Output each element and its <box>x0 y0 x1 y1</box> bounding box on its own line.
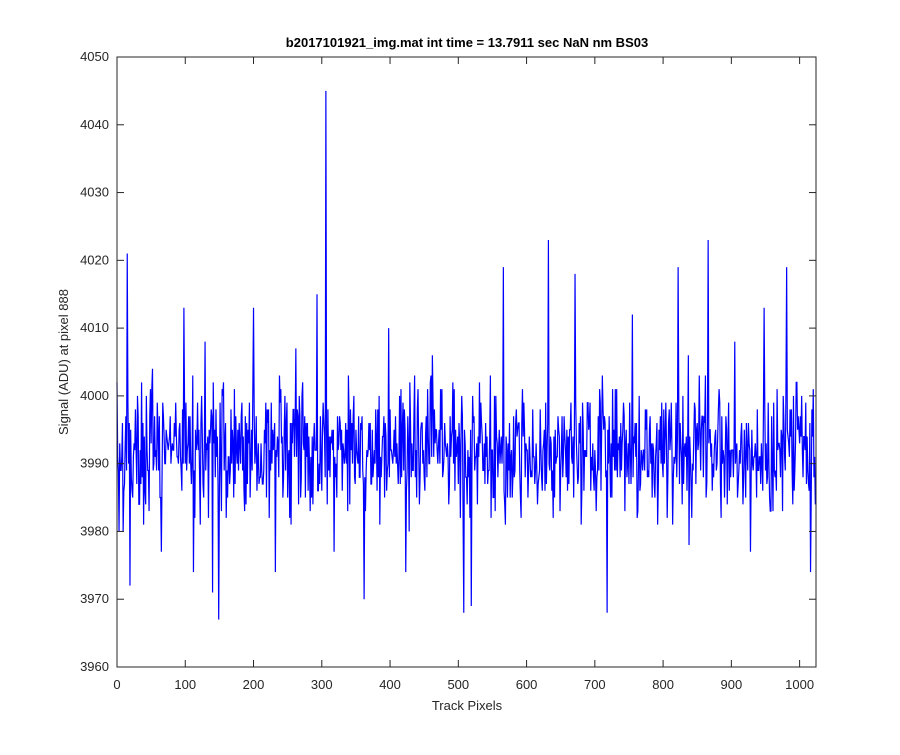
x-tick-label: 200 <box>243 677 265 692</box>
series-layer <box>116 90 816 620</box>
x-tick-label: 1000 <box>785 677 814 692</box>
series-line <box>116 90 816 620</box>
chart-title: b2017101921_img.mat int time = 13.7911 s… <box>286 35 648 50</box>
x-tick-label: 400 <box>379 677 401 692</box>
y-tick-label: 4030 <box>80 185 109 200</box>
y-tick-label: 3970 <box>80 591 109 606</box>
plot-area <box>117 57 816 667</box>
x-tick-label: 600 <box>516 677 538 692</box>
y-tick-label: 3980 <box>80 523 109 538</box>
y-tick-label: 4040 <box>80 117 109 132</box>
y-axis-label: Signal (ADU) at pixel 888 <box>56 289 71 435</box>
axes-box <box>116 56 817 668</box>
x-tick-label: 300 <box>311 677 333 692</box>
y-tick-label: 4000 <box>80 388 109 403</box>
x-tick-label: 0 <box>113 677 120 692</box>
y-tick-label: 3990 <box>80 456 109 471</box>
y-axis-ticks: 3960 3970 3980 3990 4000 4010 4020 4030 4040 4050 <box>80 49 816 674</box>
y-tick-label: 4050 <box>80 49 109 64</box>
x-tick-label: 900 <box>721 677 743 692</box>
x-axis-label: Track Pixels <box>432 698 503 713</box>
y-tick-label: 4020 <box>80 252 109 267</box>
y-tick-label: 3960 <box>80 659 109 674</box>
x-tick-label: 800 <box>652 677 674 692</box>
x-axis-ticks: 0 100 200 300 400 500 600 700 800 900 1000 <box>113 57 814 692</box>
x-tick-label: 100 <box>174 677 196 692</box>
x-tick-label: 500 <box>447 677 469 692</box>
x-tick-label: 700 <box>584 677 606 692</box>
y-tick-label: 4010 <box>80 320 109 335</box>
